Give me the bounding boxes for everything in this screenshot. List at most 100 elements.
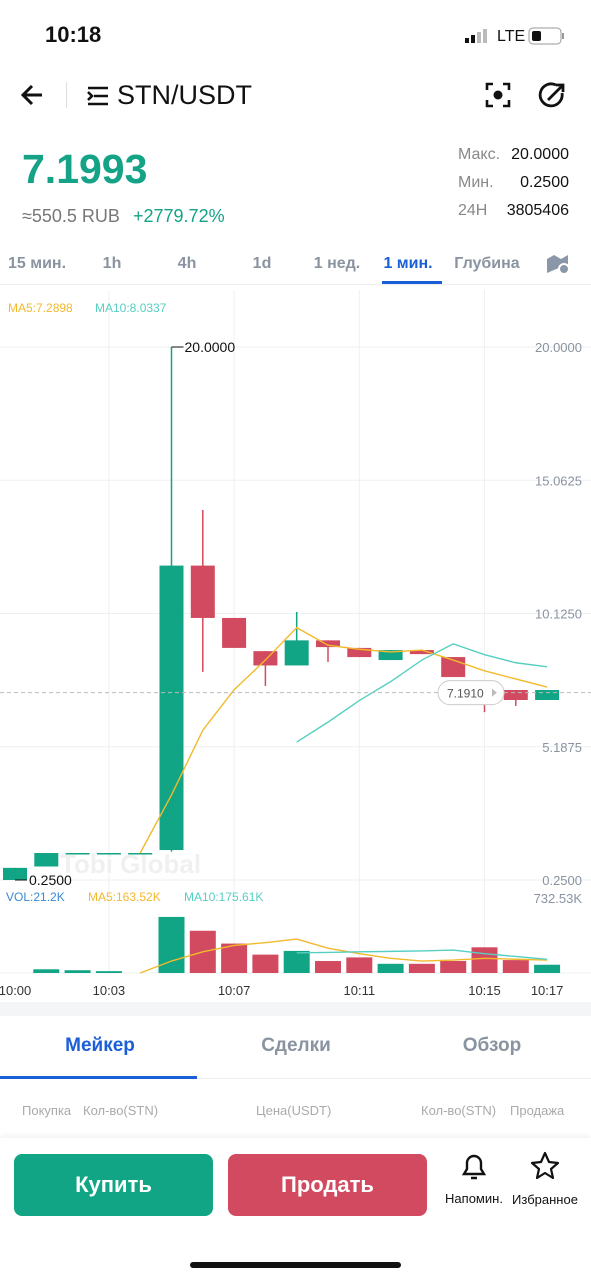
volume-bar xyxy=(252,954,279,973)
alert-label[interactable]: Напомин. xyxy=(445,1191,503,1206)
ma10-legend: MA10:8.0337 xyxy=(95,301,167,315)
column-header: Кол-во(STN) xyxy=(421,1103,497,1118)
candle-body xyxy=(159,565,184,851)
active-underline xyxy=(382,281,442,284)
divider xyxy=(0,284,591,285)
volume-bar xyxy=(64,970,91,973)
menu-icon[interactable] xyxy=(86,85,112,107)
column-header: Цена(USDT) xyxy=(256,1103,332,1118)
stat-value: 20.0000 xyxy=(511,146,569,163)
high-label: 20.0000 xyxy=(185,339,236,355)
candle-body xyxy=(222,617,247,648)
stat-value: 0.2500 xyxy=(520,174,569,191)
candle-body xyxy=(378,650,403,661)
vol-legend: VOL:21.2K xyxy=(6,890,65,904)
y-tick-label: 15.0625 xyxy=(535,473,582,488)
interval-tab[interactable]: 15 мин. xyxy=(7,255,67,272)
column-header: Кол-во(STN) xyxy=(83,1103,159,1118)
x-tick-label: 10:03 xyxy=(93,983,126,998)
volume-ma10-line xyxy=(296,949,548,960)
interval-tab[interactable]: 4h xyxy=(177,255,197,272)
candle-body xyxy=(535,690,560,700)
x-tick-label: 10:11 xyxy=(344,983,376,998)
status-network: LTE xyxy=(497,28,526,45)
ma10-line xyxy=(296,643,548,743)
candle-body xyxy=(409,650,434,655)
fiat-price: ≈550.5 RUB xyxy=(22,206,120,226)
sell-button[interactable]: Продать xyxy=(228,1154,427,1216)
section-tab[interactable]: Мейкер xyxy=(65,1035,135,1056)
y-tick-label: 10.1250 xyxy=(535,607,582,622)
ma5-line xyxy=(139,626,548,854)
divider xyxy=(0,1078,591,1079)
volume-bar xyxy=(33,969,60,973)
volume-bar xyxy=(283,950,310,973)
candle-body xyxy=(34,853,59,867)
column-header: Покупка xyxy=(22,1103,72,1118)
interval-tab[interactable]: 1d xyxy=(252,255,272,272)
y-tick-label: 5.1875 xyxy=(542,740,582,755)
x-tick-label: 10:15 xyxy=(468,983,501,998)
candle-body xyxy=(284,640,309,666)
volume-bar xyxy=(408,963,435,973)
favorite-label[interactable]: Избранное xyxy=(512,1192,578,1207)
volume-bar xyxy=(471,947,498,973)
alert-icon[interactable] xyxy=(459,1150,489,1182)
section-tab[interactable]: Сделки xyxy=(261,1035,331,1056)
buy-button[interactable]: Купить xyxy=(14,1154,213,1216)
low-label: 0.2500 xyxy=(29,872,72,888)
interval-tab[interactable]: 1h xyxy=(102,255,122,272)
status-time: 10:18 xyxy=(45,22,102,47)
candle-body xyxy=(65,853,90,855)
status-icons xyxy=(465,27,564,45)
vol-ma10-legend: MA10:175.61K xyxy=(184,890,263,904)
stat-label: 24H xyxy=(458,202,488,219)
last-price: 7.1993 xyxy=(22,146,148,192)
volume-bar xyxy=(440,961,467,973)
back-button[interactable] xyxy=(18,80,48,110)
vol-ma5-legend: MA5:163.52K xyxy=(88,890,161,904)
volume-bar xyxy=(315,961,341,973)
interval-tab[interactable]: 1 нед. xyxy=(313,255,361,272)
candle-body xyxy=(128,853,153,855)
volume-bar xyxy=(377,963,404,973)
ma5-legend: MA5:7.2898 xyxy=(8,301,73,315)
candle-body xyxy=(96,853,121,855)
volume-bar xyxy=(502,960,529,973)
volume-bar xyxy=(95,971,122,973)
volume-ma5-line xyxy=(139,938,548,974)
screenshot-icon[interactable] xyxy=(484,81,512,109)
share-icon[interactable] xyxy=(538,81,568,111)
candle-body xyxy=(503,690,528,700)
volume-bar xyxy=(221,943,248,973)
active-underline xyxy=(0,1076,197,1079)
section-tab[interactable]: Обзор xyxy=(462,1035,522,1056)
y-tick-label: 0.2500 xyxy=(542,873,582,888)
stat-value: 3805406 xyxy=(506,202,569,219)
stat-label: Мин. xyxy=(458,174,494,191)
pair-title[interactable]: STN/USDT xyxy=(117,80,252,110)
volume-bar xyxy=(346,957,373,973)
chart-settings[interactable] xyxy=(545,251,571,275)
last-price-pill xyxy=(437,680,505,706)
spacer xyxy=(0,1002,591,1016)
x-tick-label: 10:00 xyxy=(0,983,31,998)
divider xyxy=(66,82,67,108)
y-tick-label: 20.0000 xyxy=(535,340,582,355)
x-tick-label: 10:17 xyxy=(531,983,564,998)
candle-body xyxy=(253,651,278,666)
pill-arrow xyxy=(492,688,497,697)
candle-body xyxy=(3,867,27,880)
candle-body xyxy=(316,640,340,648)
stat-label: Макс. xyxy=(458,146,501,163)
candle-body xyxy=(190,565,215,618)
kline-chart: Tobi Global20.000015.062510.12505.18750.… xyxy=(0,290,591,998)
price-change: +2779.72% xyxy=(133,206,225,226)
interval-tab[interactable]: Глубина xyxy=(454,255,520,272)
x-tick-label: 10:07 xyxy=(218,983,251,998)
interval-tab[interactable]: 1 мин. xyxy=(383,255,433,272)
favorite-icon[interactable] xyxy=(529,1150,561,1182)
last-price-label: 7.1910 xyxy=(447,687,484,701)
candle-body xyxy=(347,647,372,658)
